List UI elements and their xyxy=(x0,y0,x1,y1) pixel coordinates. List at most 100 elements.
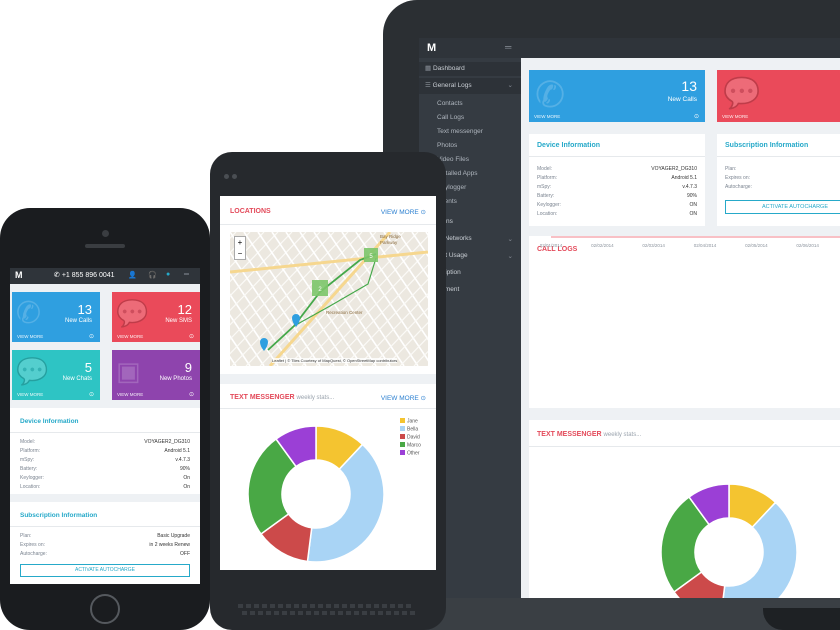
map-place-label: Bay Ridge xyxy=(380,234,401,239)
sidebar-item-photos[interactable]: Photos xyxy=(419,142,521,149)
sidebar-item-label: Text messenger xyxy=(437,128,483,135)
tile-label: New Photos xyxy=(159,376,192,382)
sidebar-item-general-logs[interactable]: ☰ General Logs ⌄ xyxy=(419,78,521,94)
sidebar-item-contacts[interactable]: Contacts xyxy=(419,100,521,107)
subscription-card: Subscription Information Plan: Basic Upg… xyxy=(10,502,200,584)
view-more-link[interactable]: VIEW MORE ⊙ xyxy=(380,395,426,402)
menu-toggle-icon[interactable]: ═ xyxy=(184,271,189,278)
sidebar-item-label: Events xyxy=(437,198,457,205)
legend-swatch xyxy=(400,450,405,455)
tile-count: 13 xyxy=(681,78,697,94)
headset-icon[interactable]: 🎧 xyxy=(148,272,157,279)
sidebar-item-social-networks[interactable]: Social Networks ⌄ xyxy=(419,235,521,243)
new-sms-tile[interactable]: 💬 12 New SMS VIEW MORE ⊙ xyxy=(112,292,200,342)
grille-hole xyxy=(246,604,251,608)
map-zoom-controls: + − xyxy=(234,236,246,260)
grille-hole xyxy=(286,604,291,608)
list-icon: ☰ xyxy=(425,82,431,89)
view-more-link[interactable]: VIEW MORE xyxy=(534,114,561,119)
info-key: Expires on: xyxy=(725,175,751,181)
app-logo[interactable]: M xyxy=(427,42,437,54)
info-value: v.4.7.3 xyxy=(682,184,697,190)
tile-count: 5 xyxy=(84,360,92,375)
user-icon[interactable]: 👤 xyxy=(128,272,137,279)
grille-hole xyxy=(262,604,267,608)
grille-hole xyxy=(346,611,351,615)
view-more-link[interactable]: VIEW MORE xyxy=(17,392,44,397)
app-logo[interactable]: M xyxy=(15,270,23,280)
map-street xyxy=(411,232,428,258)
info-value: VOYAGER2_DG310 xyxy=(651,166,697,172)
map-street xyxy=(230,232,307,312)
legend-label: Marco xyxy=(407,443,421,449)
sidebar-item-video-files[interactable]: Video Files xyxy=(419,156,521,163)
donut-slice-bella xyxy=(722,501,798,598)
grille-hole xyxy=(254,604,259,608)
sensor-dot xyxy=(232,174,237,179)
arrow-right-icon: ⊙ xyxy=(88,334,94,340)
phone-icon: ✆ xyxy=(535,74,566,115)
activate-autocharge-button[interactable]: ACTIVATE AUTOCHARGE xyxy=(725,200,840,214)
locations-card: LOCATIONS VIEW MORE ⊙ 5 2 Bay Ridge Parkway… xyxy=(220,196,436,374)
new-calls-tile[interactable]: ✆ 13 New Calls VIEW MORE ⊙ xyxy=(529,70,705,122)
new-photos-tile[interactable]: ▣ 9 New Photos VIEW MORE ⊙ xyxy=(112,350,200,400)
phone-screen: M ✆ +1 855 896 0041 👤 🎧 ● ═ ✆ 13 New Cal… xyxy=(10,268,200,584)
sidebar-item-call-logs[interactable]: Call Logs xyxy=(419,114,521,121)
grille-hole xyxy=(258,611,263,615)
earpiece xyxy=(85,244,125,248)
sidebar-item-text-messenger[interactable]: Text messenger xyxy=(419,128,521,135)
view-more-link[interactable]: VIEW MORE xyxy=(117,334,144,339)
tablet-screen: LOCATIONS VIEW MORE ⊙ 5 2 Bay Ridge Parkway… xyxy=(220,196,436,570)
call-logs-card: CALL LOGS 60504030201002/01/201402/02/20… xyxy=(529,236,840,408)
view-more-link[interactable]: VIEW MORE ⊙ xyxy=(380,209,426,216)
zoom-out-button[interactable]: − xyxy=(237,249,243,258)
info-key: Battery: xyxy=(537,193,555,199)
info-key: Expires on: xyxy=(20,542,46,548)
map-street xyxy=(299,232,391,366)
view-more-link[interactable]: VIEW MORE xyxy=(117,392,144,397)
card-title: Device Information xyxy=(20,418,79,425)
grille-hole xyxy=(330,611,335,615)
map-street xyxy=(313,232,405,366)
zoom-in-button[interactable]: + xyxy=(237,238,243,247)
chat-bubble-icon: 💬 xyxy=(116,298,149,328)
sidebar-item-installed-apps[interactable]: Installed Apps xyxy=(419,170,521,177)
speaker-grille xyxy=(238,604,415,615)
cluster-label: 2 xyxy=(318,287,322,293)
tile-label: New Calls xyxy=(64,318,92,324)
map-street xyxy=(329,264,428,366)
new-chats-tile[interactable]: 💬 5 New Chats VIEW MORE ⊙ xyxy=(12,350,100,400)
laptop-topbar: M ═ xyxy=(419,38,840,58)
x-tick-label: 02/05/2014 xyxy=(745,243,768,248)
map-street xyxy=(273,232,405,366)
new-calls-tile[interactable]: ✆ 13 New Calls VIEW MORE ⊙ xyxy=(12,292,100,342)
info-key: mSpy: xyxy=(20,457,35,463)
chat-icon[interactable]: ● xyxy=(166,271,171,278)
sidebar-item-internet-usage[interactable]: Internet Usage ⌄ xyxy=(419,252,521,260)
chevron-down-icon: ⌄ xyxy=(507,253,513,260)
grille-hole xyxy=(398,604,403,608)
new-sms-tile[interactable]: 💬 VIEW MORE xyxy=(717,70,840,122)
map-street xyxy=(369,232,428,320)
grille-hole xyxy=(294,604,299,608)
sidebar-item-events[interactable]: Events xyxy=(419,198,521,205)
map-street xyxy=(327,232,419,366)
sidebar-item-dashboard[interactable]: ▦ Dashboard xyxy=(419,62,521,76)
sidebar-item-keylogger[interactable]: Keylogger xyxy=(419,184,521,191)
support-phone[interactable]: ✆ +1 855 896 0041 xyxy=(54,272,115,279)
sidebar-item-label: Social Networks xyxy=(425,235,472,242)
home-button[interactable] xyxy=(90,594,120,624)
card-title: LOCATIONS xyxy=(230,208,271,215)
cluster-label: 5 xyxy=(369,254,373,260)
map-street xyxy=(230,232,279,283)
camera-dot xyxy=(102,230,109,237)
view-more-link[interactable]: VIEW MORE xyxy=(722,114,749,119)
divider xyxy=(717,156,840,157)
donut-slice-marco xyxy=(660,495,711,594)
view-more-link[interactable]: VIEW MORE xyxy=(17,334,44,339)
info-value: OFF xyxy=(180,551,190,557)
activate-autocharge-button[interactable]: ACTIVATE AUTOCHARGE xyxy=(20,564,190,577)
menu-toggle-icon[interactable]: ═ xyxy=(505,42,512,52)
grille-hole xyxy=(290,611,295,615)
